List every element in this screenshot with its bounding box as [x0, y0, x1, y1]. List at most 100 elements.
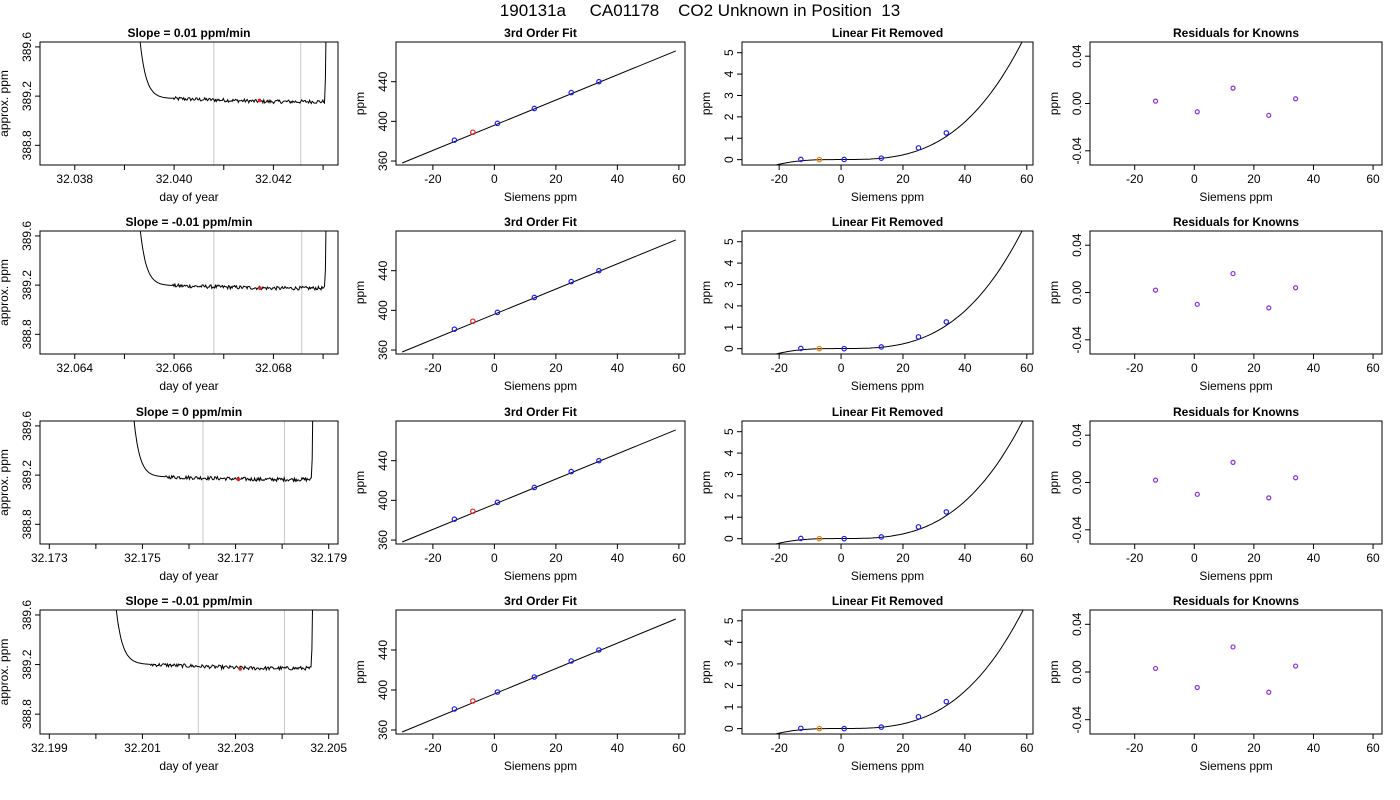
unknown-point — [470, 698, 476, 704]
residual-point — [1230, 85, 1236, 91]
y-tick-label: 0.00 — [1070, 660, 1084, 684]
panel-title: Slope = 0 ppm/min — [136, 405, 242, 419]
y-tick-label: 360 — [376, 720, 390, 740]
fit-line — [401, 618, 676, 733]
cubic-curve — [774, 231, 1023, 354]
highlight-point — [236, 477, 241, 482]
x-axis-label: Siemens ppm — [504, 190, 577, 204]
residual-point — [1194, 301, 1200, 307]
x-tick-label: 32.038 — [56, 172, 93, 186]
plot-frame — [741, 420, 1034, 545]
panel-2-residuals: Residuals for Knowns Siemens ppm ppm -20 0 20… — [1047, 215, 1383, 393]
panel-title: Residuals for Knowns — [1173, 215, 1299, 229]
y-tick-label: 4 — [722, 259, 736, 266]
x-axis-label: Siemens ppm — [851, 379, 924, 393]
x-tick-label: 60 — [1366, 172, 1380, 186]
plot-frame — [741, 609, 1034, 735]
y-tick-label: 2 — [722, 113, 736, 120]
known-point — [878, 155, 885, 161]
y-tick-label: 2 — [722, 302, 736, 309]
x-tick-label: 0 — [491, 741, 498, 755]
known-point — [531, 484, 538, 491]
plot-frame — [1089, 41, 1383, 166]
x-tick-label: -20 — [424, 551, 442, 565]
x-tick-label: 20 — [1247, 741, 1261, 755]
known-point — [915, 524, 922, 530]
panel-title: Slope = -0.01 ppm/min — [125, 215, 252, 229]
trace-line — [139, 42, 327, 105]
panel-4-residuals: Residuals for Knowns Siemens ppm ppm -20 0 20… — [1047, 594, 1383, 773]
residual-point — [1292, 96, 1299, 102]
x-tick-label: 60 — [1366, 551, 1380, 565]
plot-area — [773, 610, 1024, 734]
panel-4-3rd-order-fit: 3rd Order Fit Siemens ppm ppm -20 0 20 40 60 360… — [353, 594, 686, 773]
plot-area — [1152, 459, 1299, 501]
x-tick-label: 20 — [1247, 551, 1261, 565]
unknown-point — [470, 318, 476, 325]
y-axis-label: ppm — [1047, 92, 1061, 115]
trace-line — [139, 231, 327, 292]
x-tick-label: -20 — [424, 741, 442, 755]
x-tick-label: 60 — [672, 551, 686, 565]
y-tick-label: 400 — [376, 680, 390, 700]
y-tick-label: 389.2 — [20, 460, 34, 490]
y-tick-label: 388.8 — [20, 699, 34, 729]
residual-point — [1266, 689, 1272, 695]
fit-line — [401, 429, 676, 543]
x-tick-label: 40 — [611, 361, 625, 375]
known-point — [841, 535, 847, 542]
x-axis-label: Siemens ppm — [504, 569, 577, 583]
panel-title: 3rd Order Fit — [504, 405, 577, 419]
x-tick-label: 0 — [1191, 172, 1198, 186]
panel-title: Residuals for Knowns — [1173, 26, 1299, 40]
x-tick-label: 40 — [1307, 551, 1321, 565]
x-tick-label: 32.068 — [255, 361, 292, 375]
residual-point — [1292, 475, 1299, 481]
plot-area — [774, 231, 1023, 354]
y-tick-label: 389.2 — [20, 81, 34, 111]
y-tick-label: 1 — [722, 324, 736, 331]
x-tick-label: 40 — [958, 172, 972, 186]
x-tick-label: -20 — [770, 361, 788, 375]
y-axis-label: approx. ppm — [0, 259, 11, 326]
y-tick-label: 0.04 — [1070, 612, 1084, 636]
plot-area — [401, 50, 676, 164]
panel-1-residuals: Residuals for Knowns Siemens ppm ppm -20 0 20… — [1047, 26, 1383, 204]
y-tick-label: 0 — [722, 156, 736, 163]
y-tick-label: 5 — [722, 49, 736, 56]
known-point — [568, 278, 575, 285]
y-tick-label: 360 — [376, 340, 390, 360]
x-tick-label: 32.040 — [156, 172, 193, 186]
y-tick-label: 440 — [376, 71, 390, 91]
residual-point — [1266, 305, 1272, 311]
known-point — [451, 326, 458, 333]
y-tick-label: -0.04 — [1070, 516, 1084, 544]
x-tick-label: 60 — [672, 361, 686, 375]
panel-2-time-series: Slope = -0.01 ppm/min day of year approx. … — [0, 215, 339, 393]
known-point — [915, 334, 922, 340]
cubic-curve — [774, 42, 1023, 165]
trace-line — [115, 610, 313, 672]
x-tick-label: 32.066 — [156, 361, 193, 375]
plot-frame — [395, 230, 686, 355]
y-axis-label: ppm — [699, 92, 713, 115]
residual-point — [1152, 477, 1159, 483]
residual-point — [1230, 270, 1236, 277]
known-point — [494, 120, 501, 127]
plot-area — [1152, 270, 1299, 311]
plot-area — [139, 231, 327, 354]
x-tick-label: 0 — [838, 741, 845, 755]
x-axis-label: Siemens ppm — [504, 759, 577, 773]
y-tick-label: 0.04 — [1070, 233, 1084, 257]
x-tick-label: 60 — [1020, 361, 1034, 375]
x-tick-label: 60 — [1020, 741, 1034, 755]
x-tick-label: 40 — [611, 551, 625, 565]
figure-svg: Slope = 0.01 ppm/min day of year approx. p… — [0, 26, 1383, 773]
fit-line — [401, 50, 676, 164]
x-tick-label: -20 — [1126, 361, 1144, 375]
panel-title: Linear Fit Removed — [832, 26, 943, 40]
x-tick-label: 32.179 — [310, 551, 347, 565]
x-tick-label: 20 — [549, 172, 563, 186]
known-point — [531, 105, 538, 112]
y-tick-label: 4 — [722, 639, 736, 646]
